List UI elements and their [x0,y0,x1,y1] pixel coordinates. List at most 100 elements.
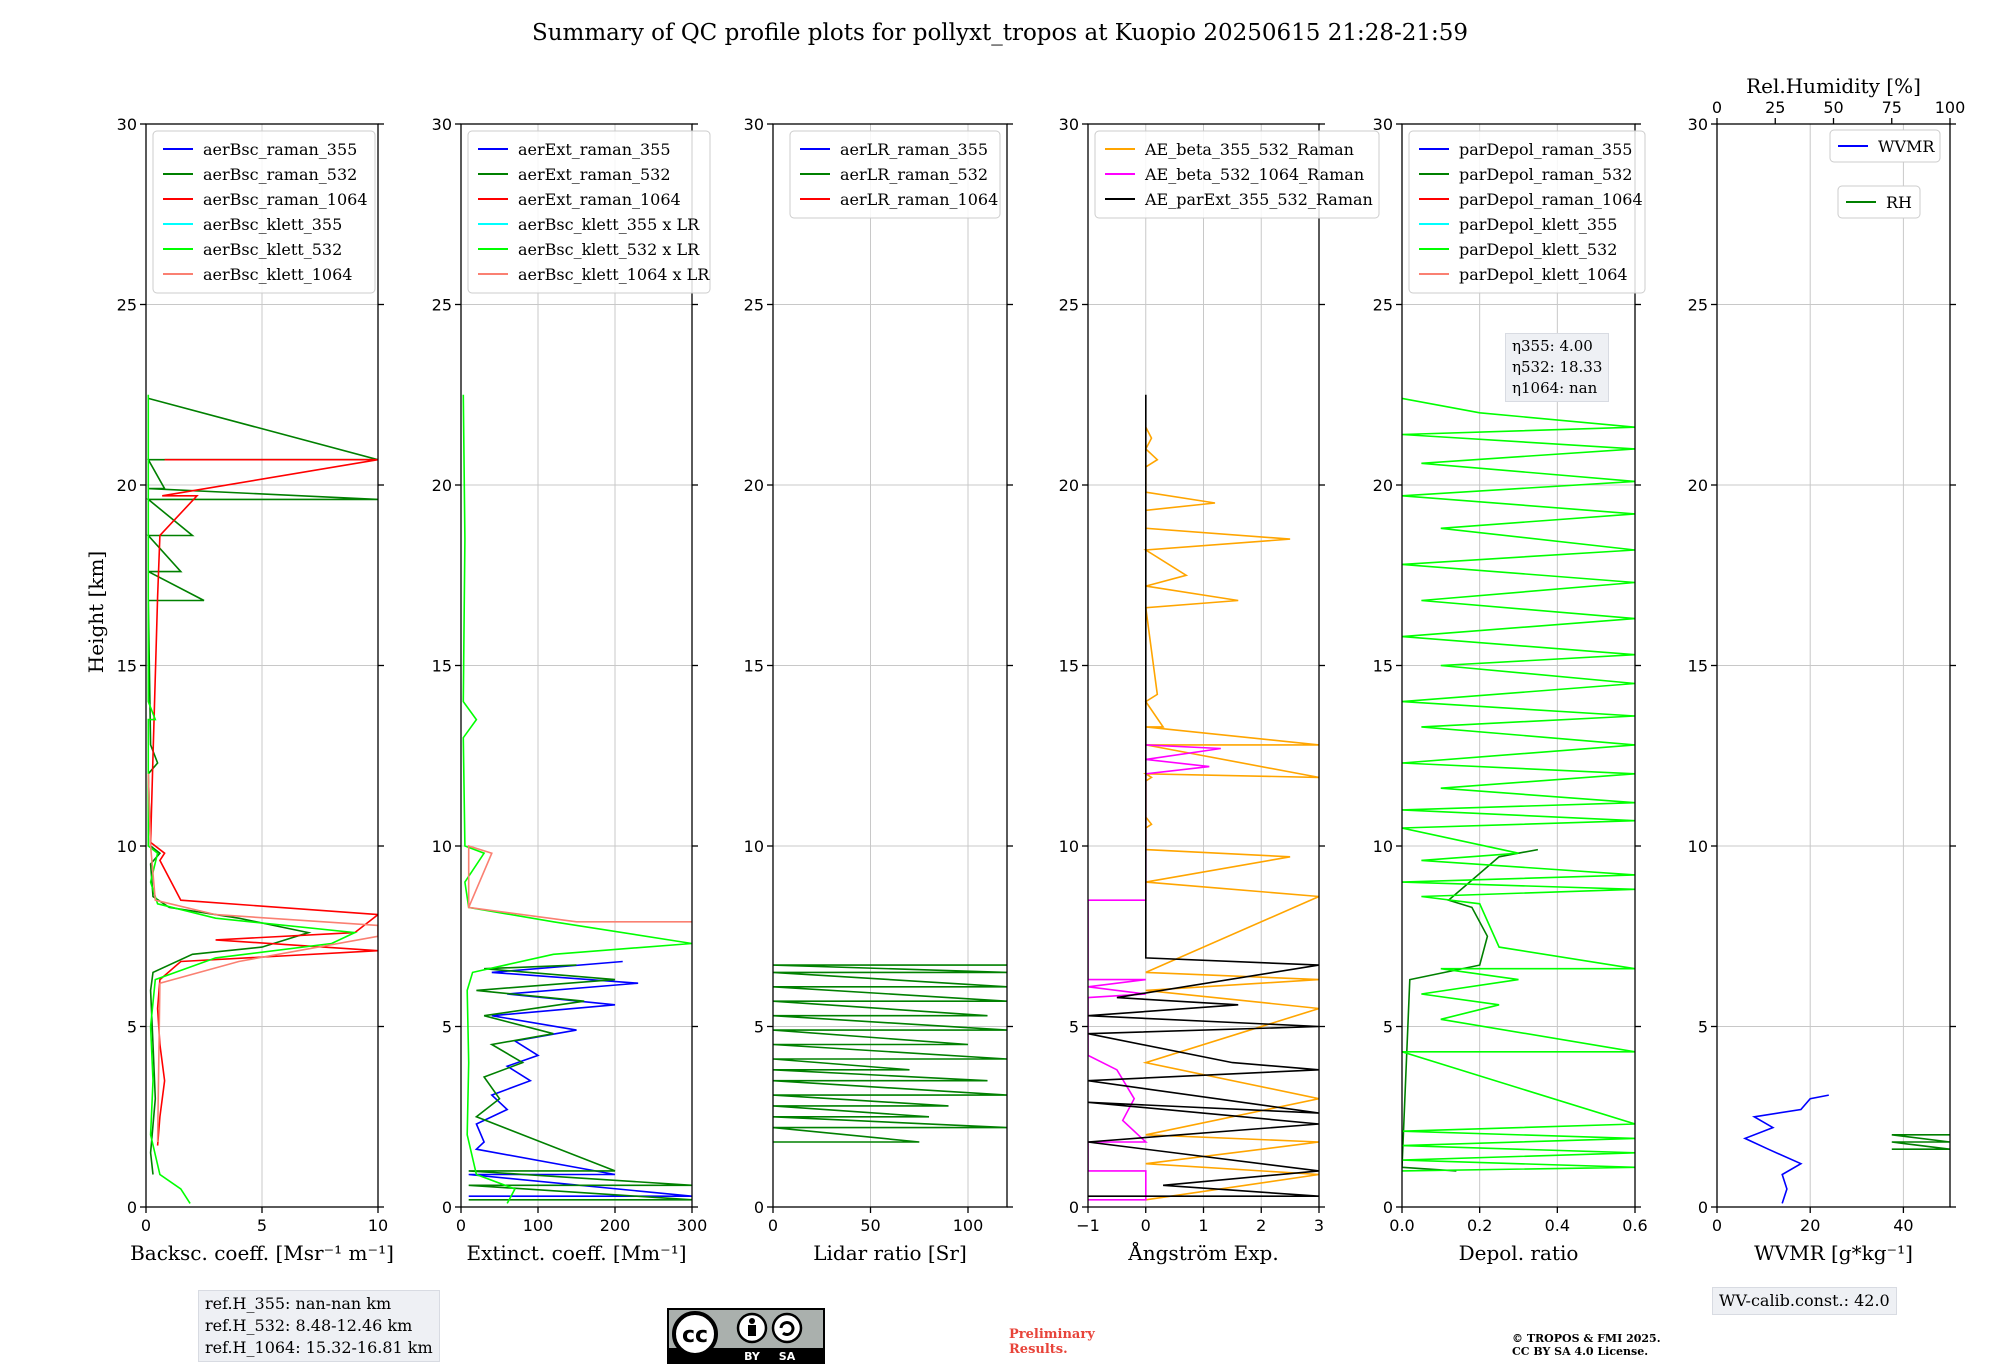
y-tick-label: 30 [432,115,452,134]
x-tick-label: 0 [456,1216,466,1235]
y-tick-label: 10 [1059,837,1079,856]
legend-depol: parDepol_raman_355 parDepol_raman_532 parD… [1408,130,1646,294]
y-tick-label: 25 [432,296,452,315]
x-axis-label: Backsc. coeff. [Msr⁻¹ m⁻¹] [130,1241,394,1265]
legend-label: WVMR [1878,137,1935,156]
y-tick-label: 0 [1069,1198,1079,1217]
legend-bsc: aerBsc_raman_355 aerBsc_raman_532 aerBsc_r… [152,130,376,294]
y-tick-label: 25 [1059,296,1079,315]
eta-1064: η1064: nan [1512,379,1598,397]
y-tick-label: 30 [1059,115,1079,134]
legend-box [467,130,711,294]
series-aerbsc-raman-532 [146,397,378,1175]
svg-text:SA: SA [779,1350,796,1363]
copyright-note: © TROPOS & FMI 2025. CC BY SA 4.0 Licens… [1512,1332,1661,1358]
x-axis-label: Ångström Exp. [1127,1240,1278,1265]
legend-label: aerExt_raman_532 [518,165,671,184]
cc-license-badge: cc BY SA [667,1308,825,1364]
panel-depol: 0 5 10 15 20 25 30 0.0 0.2 0.4 0.6 Depol. ratio parD… [1373,115,1648,1265]
ref-height-1064: ref.H_1064: 15.32-16.81 km [205,1338,433,1357]
legend-label: parDepol_klett_1064 [1459,265,1628,284]
series-wvmr [1742,1094,1829,1204]
y-tick-label: 0 [442,1198,452,1217]
y-tick-label: 15 [1059,657,1079,676]
legend-box [1094,130,1380,219]
svg-text:cc: cc [682,1323,708,1348]
y-tick-label: 25 [1688,296,1708,315]
legend-box [1829,129,1941,163]
sa-icon [771,1312,803,1344]
y-tick-label: 15 [432,657,452,676]
y-tick-label: 0 [754,1198,764,1217]
series-aerbsc-klett-1064-x-lr [467,844,692,923]
legend-label: AE_beta_355_532_Raman [1144,140,1354,159]
top-x-tick-label: 50 [1823,98,1843,117]
x-tick-label: 0.6 [1622,1216,1647,1235]
y-tick-label: 0 [1383,1198,1393,1217]
series-ae-parext-355-532-raman [1088,394,1319,1197]
y-tick-label: 15 [1688,657,1708,676]
series-aerbsc-klett-1064 [147,773,378,1143]
legend-rh: RH [1837,185,1921,219]
y-tick-label: 20 [1688,476,1708,495]
ref-height-355: ref.H_355: nan-nan km [205,1294,392,1313]
y-tick-label: 10 [432,837,452,856]
preliminary-note: Preliminary Results. [1009,1327,1095,1357]
y-axis-label: Height [km] [84,551,108,673]
x-tick-label: 0 [1712,1216,1722,1235]
series-rh [1891,1134,1950,1150]
ref-heights-box: ref.H_355: nan-nan km ref.H_532: 8.48-12… [198,1290,440,1362]
y-tick-label: 5 [754,1018,764,1037]
y-tick-label: 5 [1069,1018,1079,1037]
x-axis-label: Depol. ratio [1459,1241,1579,1265]
y-tick-label: 25 [744,296,764,315]
x-tick-label: 0.4 [1545,1216,1570,1235]
legend-label: parDepol_klett_355 [1459,215,1617,234]
y-tick-label: 15 [117,657,137,676]
top-x-tick-label: 75 [1882,98,1902,117]
y-tick-label: 5 [1383,1018,1393,1037]
y-tick-label: 5 [1698,1018,1708,1037]
y-tick-label: 15 [744,657,764,676]
x-tick-label: 1 [1198,1216,1208,1235]
preliminary-line-1: Preliminary [1009,1327,1095,1342]
legend-lr: aerLR_raman_355 aerLR_raman_532 aerLR_rama… [789,130,1001,219]
y-tick-label: 30 [744,115,764,134]
x-tick-label: 100 [953,1216,984,1235]
legend-label: AE_parExt_355_532_Raman [1144,190,1373,209]
top-x-tick-label: 25 [1765,98,1785,117]
y-tick-label: 5 [127,1018,137,1037]
x-axis-label: WVMR [g*kg⁻¹] [1754,1241,1913,1265]
legend-box [1408,130,1646,294]
legend-ext: aerExt_raman_355 aerExt_raman_532 aerExt_r… [467,130,711,294]
y-tick-label: 25 [1373,296,1393,315]
series-ae-beta-355-532-raman [1142,426,1319,1201]
series-aerbsc-raman-1064 [149,458,378,1146]
x-tick-label: 40 [1893,1216,1913,1235]
x-tick-label: 0.0 [1389,1216,1414,1235]
preliminary-line-2: Results. [1009,1342,1068,1357]
copyright-line-1: © TROPOS & FMI 2025. [1512,1332,1661,1345]
x-tick-label: 0 [141,1216,151,1235]
x-tick-label: 0.2 [1467,1216,1492,1235]
legend-label: aerBsc_klett_532 [203,240,342,259]
legend-label: aerLR_raman_532 [840,165,988,184]
y-tick-label: 20 [432,476,452,495]
panel-lr: 0 5 10 15 20 25 30 0 50 100 Lidar ratio [Sr] aerLR_… [744,115,1013,1265]
eta-box: η355: 4.00 η532: 18.33 η1064: nan [1505,333,1610,402]
svg-text:BY: BY [744,1350,761,1363]
legend-label: aerExt_raman_355 [518,140,671,159]
y-tick-label: 15 [1373,657,1393,676]
legend-label: parDepol_raman_355 [1459,140,1632,159]
y-tick-label: 30 [1688,115,1708,134]
ref-height-532: ref.H_532: 8.48-12.46 km [205,1316,413,1335]
legend-label: aerBsc_klett_1064 x LR [518,265,710,284]
wv-calib-text: WV-calib.const.: 42.0 [1719,1291,1890,1310]
y-tick-label: 30 [117,115,137,134]
x-tick-label: 0 [768,1216,778,1235]
top-x-tick-label: 100 [1935,98,1966,117]
x-tick-label: 20 [1800,1216,1820,1235]
